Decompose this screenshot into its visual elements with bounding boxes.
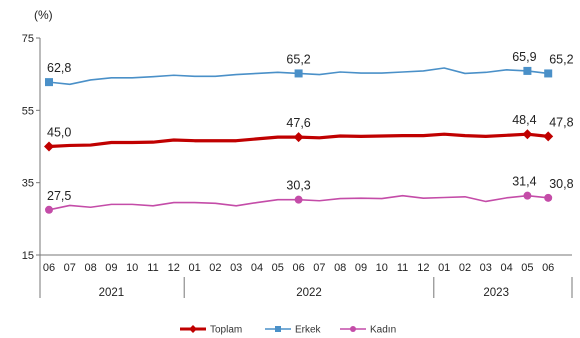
x-tick-label: 10 xyxy=(126,262,138,274)
data-point-erkek xyxy=(544,69,553,78)
x-tick-label: 07 xyxy=(64,262,76,274)
y-tick-label: 55 xyxy=(22,105,34,117)
x-tick-label: 05 xyxy=(272,262,284,274)
data-label: 30,8 xyxy=(549,177,573,191)
x-tick-label: 04 xyxy=(500,262,512,274)
year-label: 2022 xyxy=(296,287,322,299)
series-lines xyxy=(44,66,554,214)
legend-label: Kadın xyxy=(370,325,396,336)
y-tick-label: 75 xyxy=(22,33,34,45)
data-label: 47,6 xyxy=(286,116,310,130)
data-label: 47,8 xyxy=(549,115,573,129)
data-label: 45,0 xyxy=(47,126,71,140)
data-point-kadin xyxy=(294,195,303,204)
x-tick-label: 08 xyxy=(334,262,346,274)
legend-label: Erkek xyxy=(295,325,322,336)
y-tick-label: 35 xyxy=(22,178,34,190)
x-tick-label: 06 xyxy=(43,262,55,274)
x-tick-label: 02 xyxy=(459,262,471,274)
data-label: 48,4 xyxy=(512,113,536,127)
legend-marker xyxy=(275,326,281,332)
year-label: 2023 xyxy=(483,287,509,299)
x-tick-label: 09 xyxy=(355,262,367,274)
data-point-toplam xyxy=(293,132,304,143)
y-axis-unit-label: (%) xyxy=(34,8,53,22)
y-axis-ticks: 15 35 55 75 xyxy=(22,33,40,262)
x-tick-label: 11 xyxy=(147,262,158,274)
x-tick-label: 05 xyxy=(521,262,533,274)
data-point-kadin xyxy=(45,205,53,214)
data-label: 27,5 xyxy=(47,189,71,203)
y-tick-label: 15 xyxy=(22,250,34,262)
x-axis-year-labels: 2021 2022 2023 xyxy=(99,277,573,299)
x-tick-label: 08 xyxy=(84,262,96,274)
legend-label: Toplam xyxy=(210,325,242,336)
x-tick-label: 02 xyxy=(209,262,221,274)
legend: Toplam Erkek Kadın xyxy=(180,325,396,336)
year-label: 2021 xyxy=(99,287,125,299)
x-tick-label: 11 xyxy=(397,262,408,274)
x-tick-label: 01 xyxy=(438,262,450,274)
data-label: 65,2 xyxy=(286,52,310,66)
data-label: 65,2 xyxy=(549,52,573,66)
x-tick-label: 12 xyxy=(417,262,429,274)
data-point-toplam xyxy=(44,141,54,152)
data-point-erkek xyxy=(45,78,53,87)
data-label: 30,3 xyxy=(286,179,310,193)
data-point-kadin xyxy=(544,193,553,202)
data-point-kadin xyxy=(523,191,532,200)
legend-marker xyxy=(350,326,356,332)
x-tick-label: 10 xyxy=(376,262,388,274)
data-labels: 45,0 47,6 48,4 47,8 62,8 65,2 65,9 65,2 27,5 30,3… xyxy=(47,50,574,203)
data-label: 62,8 xyxy=(47,61,71,75)
x-tick-label: 03 xyxy=(230,262,242,274)
data-label: 31,4 xyxy=(512,175,536,189)
x-axis-month-ticks: 06 07 08 09 10 11 12 01 02 03 04 05 06 07 08 09 10 11 12 01… xyxy=(43,262,554,274)
data-point-erkek xyxy=(294,69,303,78)
x-tick-label: 12 xyxy=(168,262,180,274)
x-tick-label: 06 xyxy=(292,262,304,274)
data-point-toplam xyxy=(522,129,533,140)
data-point-toplam xyxy=(543,131,554,142)
x-tick-label: 01 xyxy=(188,262,200,274)
data-point-erkek xyxy=(523,66,532,75)
legend-marker xyxy=(189,325,197,333)
x-tick-label: 07 xyxy=(313,262,325,274)
data-label: 65,9 xyxy=(512,50,536,64)
x-tick-label: 04 xyxy=(251,262,263,274)
x-tick-label: 03 xyxy=(480,262,492,274)
x-tick-label: 06 xyxy=(542,262,554,274)
x-tick-label: 09 xyxy=(105,262,117,274)
